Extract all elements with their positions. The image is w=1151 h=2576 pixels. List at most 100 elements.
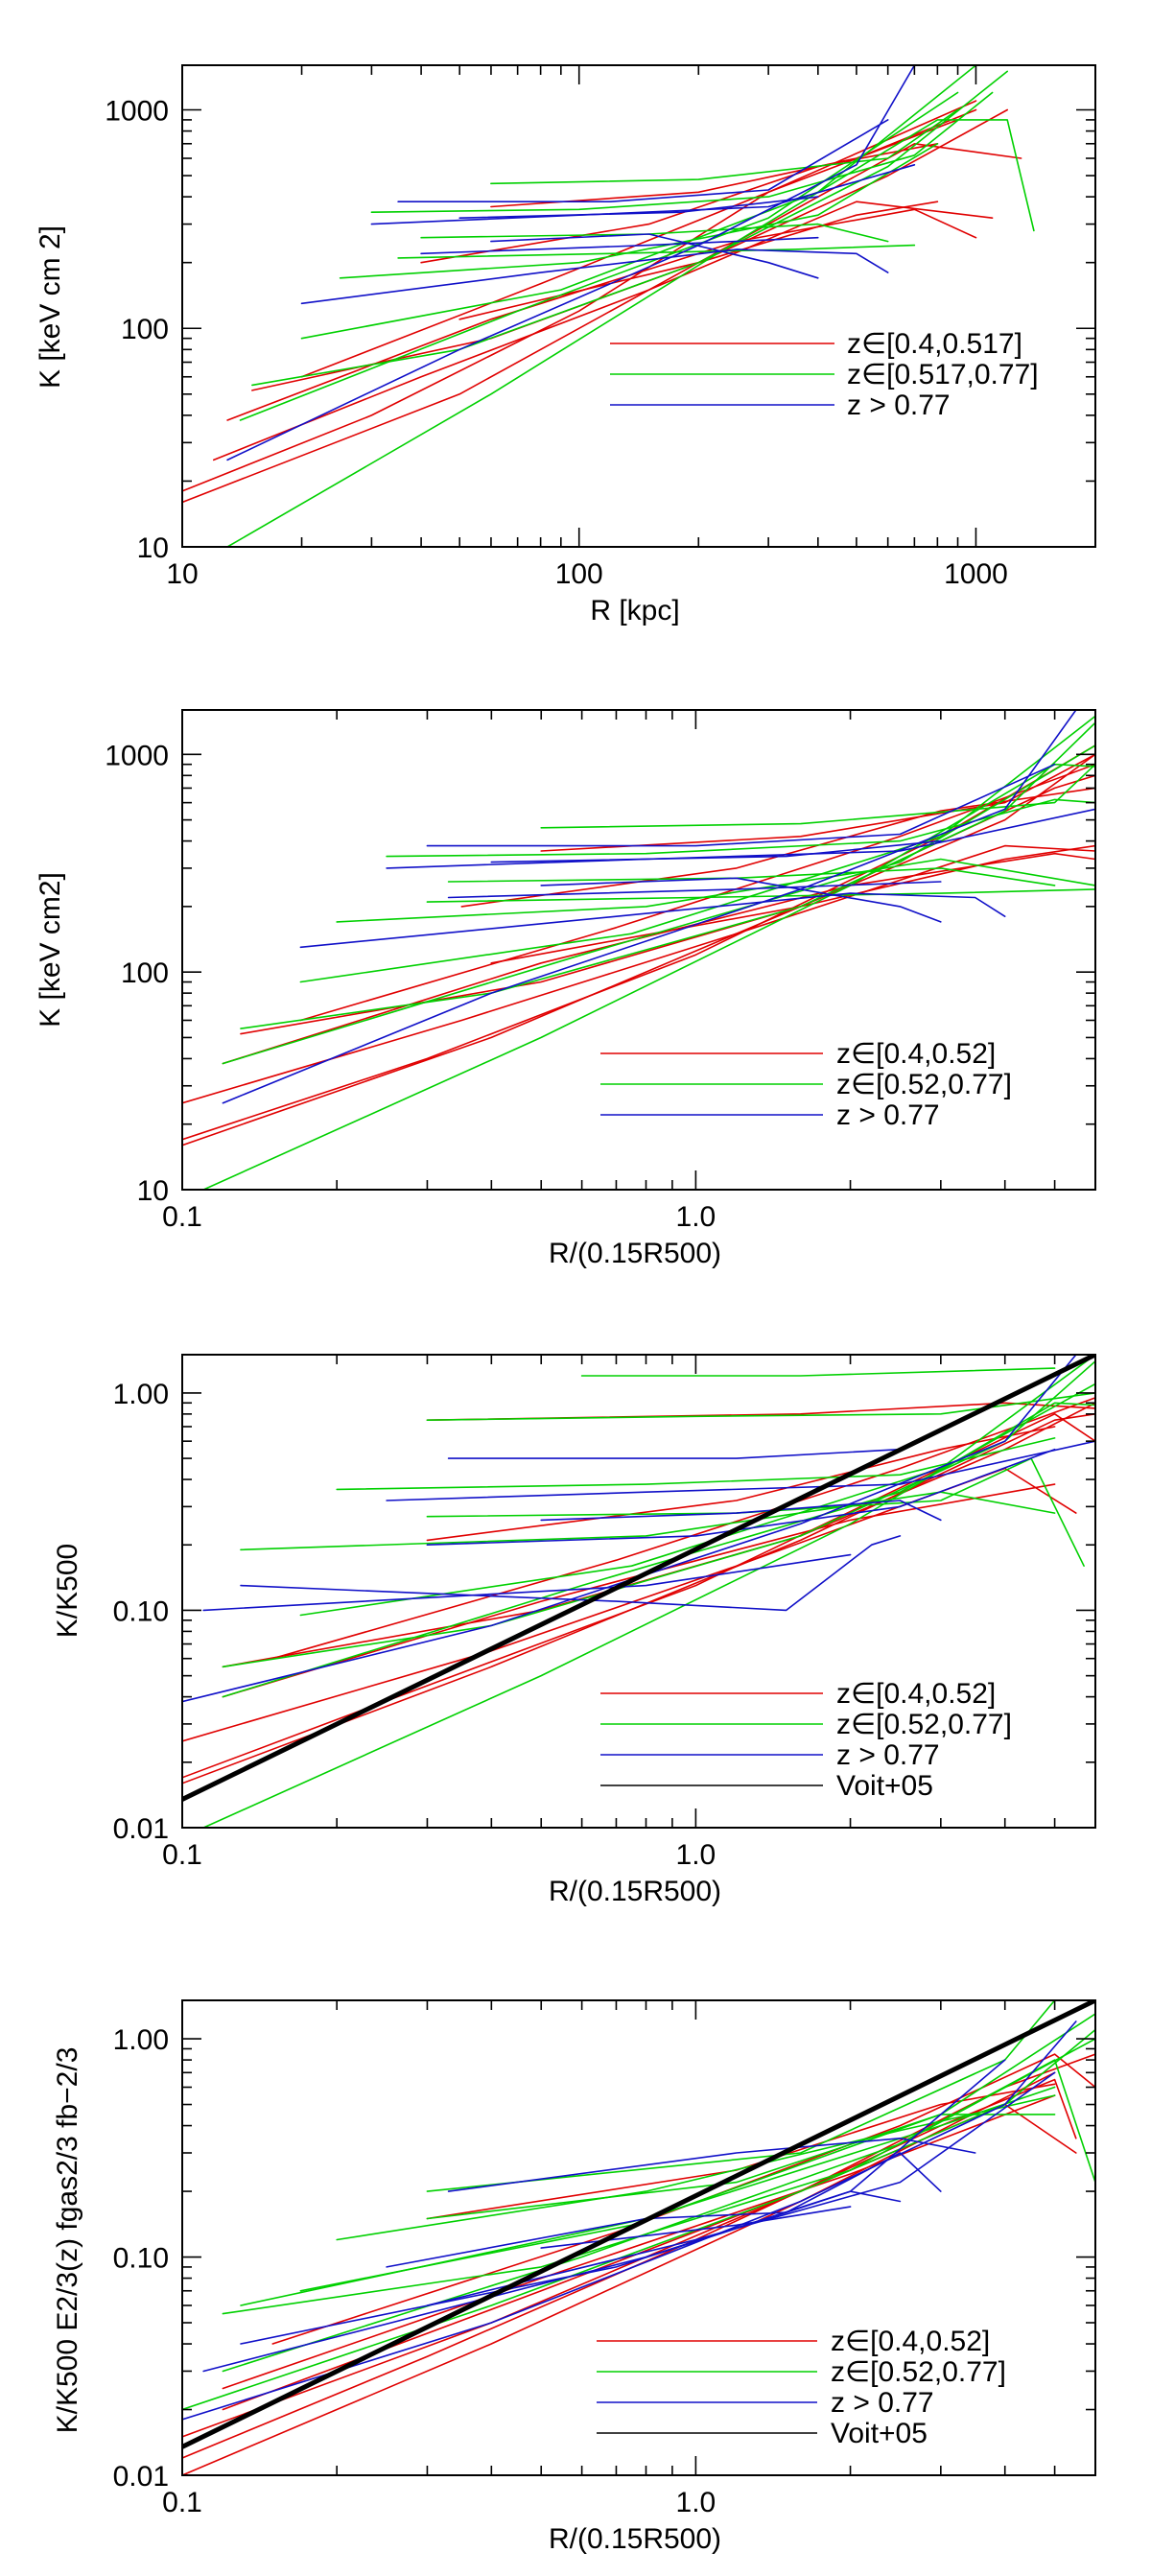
series-red-profile-line <box>182 1413 1095 1784</box>
series-green-profile-line <box>580 1367 1056 1377</box>
series-green-profile-line <box>240 721 1095 1029</box>
x-tick-label: 10 <box>166 558 198 590</box>
series-red-profile-line <box>182 2103 1077 2438</box>
y-axis-label: K/K500 <box>52 1544 83 1638</box>
series-red-profile-line <box>490 844 1095 964</box>
y-tick-label: 100 <box>121 314 169 345</box>
y-tick-label: 1000 <box>105 95 169 127</box>
panel-2-entropy-vs-scaled-radius: 0.1 1.0 10 100 1000 R/(0.15R500) K [keV cm2] z∈… <box>35 709 1096 1269</box>
series-green-profile-line <box>426 1457 1085 1567</box>
plot-frame <box>181 1999 1096 2476</box>
series-green-profile-line <box>339 143 939 279</box>
legend-label: Voit+05 <box>836 1770 933 1802</box>
axis-ticks <box>181 2000 1096 2476</box>
series-red-profile-line <box>490 108 977 208</box>
series-green-profile-line <box>226 119 1035 547</box>
series-green-profile-line <box>397 244 916 259</box>
plot-frame <box>181 1354 1096 1829</box>
axis-ticks <box>181 65 1096 548</box>
series-blue-profile-line <box>240 1535 902 1612</box>
series-green-profile-line <box>386 798 1095 858</box>
series-green-profile-line <box>240 1491 1056 1551</box>
axis-ticks <box>181 1355 1096 1829</box>
legend-label: z∈[0.4,0.52] <box>831 2326 990 2357</box>
y-tick-label: 10 <box>137 1175 169 1207</box>
x-axis-label: R/(0.15R500) <box>549 1876 721 1907</box>
series-red-profile-line <box>420 143 939 264</box>
series-blue-profile-line <box>490 233 819 279</box>
series-blue-profile-line <box>420 236 819 255</box>
series-green-profile-line <box>240 2086 1056 2306</box>
x-axis-label: R [kpc] <box>590 595 679 626</box>
legend-label: z∈[0.52,0.77] <box>836 1709 1012 1740</box>
series-blue-profile-line <box>182 2021 1077 2421</box>
plot-frame <box>181 64 1096 548</box>
legend-label: z∈[0.4,0.52] <box>836 1678 996 1710</box>
series-green-profile-line <box>540 763 1095 829</box>
series-green-profile-line <box>426 1392 1095 1421</box>
x-axis-label: R/(0.15R500) <box>549 2523 721 2555</box>
series-blue-profile-line <box>426 763 1056 847</box>
series-blue-profile-line <box>386 808 1095 869</box>
legend-label: z > 0.77 <box>847 390 951 421</box>
series-blue-profile-line <box>426 1448 1056 1546</box>
series-green-profile-line <box>300 65 977 340</box>
plot-area <box>182 2000 1095 2475</box>
series-green-profile-line <box>336 1437 1056 1491</box>
series-blue-profile-line <box>202 2059 1006 2373</box>
series-green-profile-line <box>420 223 889 243</box>
series-green-profile-line <box>202 1402 1095 1828</box>
legend-label: z > 0.77 <box>831 2387 934 2419</box>
series-red-profile-line <box>426 2083 1056 2220</box>
panel-1-entropy-vs-radius-kpc: 10 100 1000 10 100 1000 R [kpc] K [keV cm 2] z∈[… <box>35 64 1096 626</box>
plot-area <box>182 710 1095 1190</box>
voit-reference-line <box>182 2000 1095 2449</box>
y-tick-label: 0.01 <box>113 2461 169 2493</box>
series-green-profile-line <box>299 715 1095 983</box>
legend-label: Voit+05 <box>831 2418 928 2449</box>
x-tick-label: 1.0 <box>676 2487 716 2518</box>
x-tick-label: 0.1 <box>162 1201 202 1233</box>
series-green-profile-line <box>222 1360 1095 1668</box>
series-red-profile-line <box>540 753 1095 852</box>
series-blue-profile-line <box>386 1440 1095 1501</box>
legend: z∈[0.4,0.52]z∈[0.52,0.77]z > 0.77 <box>600 1038 1012 1131</box>
series-red-profile-line <box>240 753 1095 1035</box>
legend: z∈[0.4,0.517]z∈[0.517,0.77]z > 0.77 <box>610 328 1039 421</box>
legend-label: z∈[0.4,0.52] <box>836 1038 996 1070</box>
series-blue-profile-line <box>458 196 819 219</box>
plot-frame <box>181 709 1096 1191</box>
series-green-profile-line <box>222 1383 1095 1698</box>
x-axis-label: R/(0.15R500) <box>549 1238 721 1269</box>
y-tick-label: 100 <box>121 957 169 989</box>
series-red-profile-line <box>182 744 1095 1141</box>
series-blue-profile-line <box>202 1553 852 1612</box>
y-tick-label: 0.10 <box>113 1595 169 1627</box>
series-red-profile-line <box>222 1402 1095 1668</box>
series-green-profile-line <box>490 108 959 185</box>
series-blue-profile-line <box>490 839 942 863</box>
y-tick-label: 0.10 <box>113 2243 169 2275</box>
legend-label: z∈[0.517,0.77] <box>847 359 1039 390</box>
series-blue-profile-line <box>182 1355 1077 1703</box>
series-green-profile-line <box>222 2059 1095 2315</box>
plot-area <box>182 65 1035 547</box>
series-red-profile-line <box>458 201 939 320</box>
series-green-profile-line <box>426 888 1095 903</box>
series-red-profile-line <box>222 2094 1056 2390</box>
series-green-profile-line <box>447 867 1056 886</box>
series-blue-profile-line <box>370 164 916 225</box>
panel-4-rescaled-entropy: 0.1 1.0 0.01 0.10 1.00 R/(0.15R500) K/K500 E2/… <box>52 1999 1096 2555</box>
y-tick-label: 10 <box>137 532 169 564</box>
x-tick-label: 1000 <box>944 558 1008 590</box>
series-blue-profile-line <box>540 1500 942 1522</box>
series-red-profile-line <box>271 2053 1095 2345</box>
series-blue-profile-line <box>426 2071 1056 2306</box>
axis-ticks <box>181 710 1096 1191</box>
legend-label: z∈[0.52,0.77] <box>831 2356 1006 2388</box>
y-tick-label: 0.01 <box>113 1813 169 1845</box>
series-green-profile-line <box>222 2038 1095 2373</box>
series-green-profile-line <box>299 2013 1095 2292</box>
